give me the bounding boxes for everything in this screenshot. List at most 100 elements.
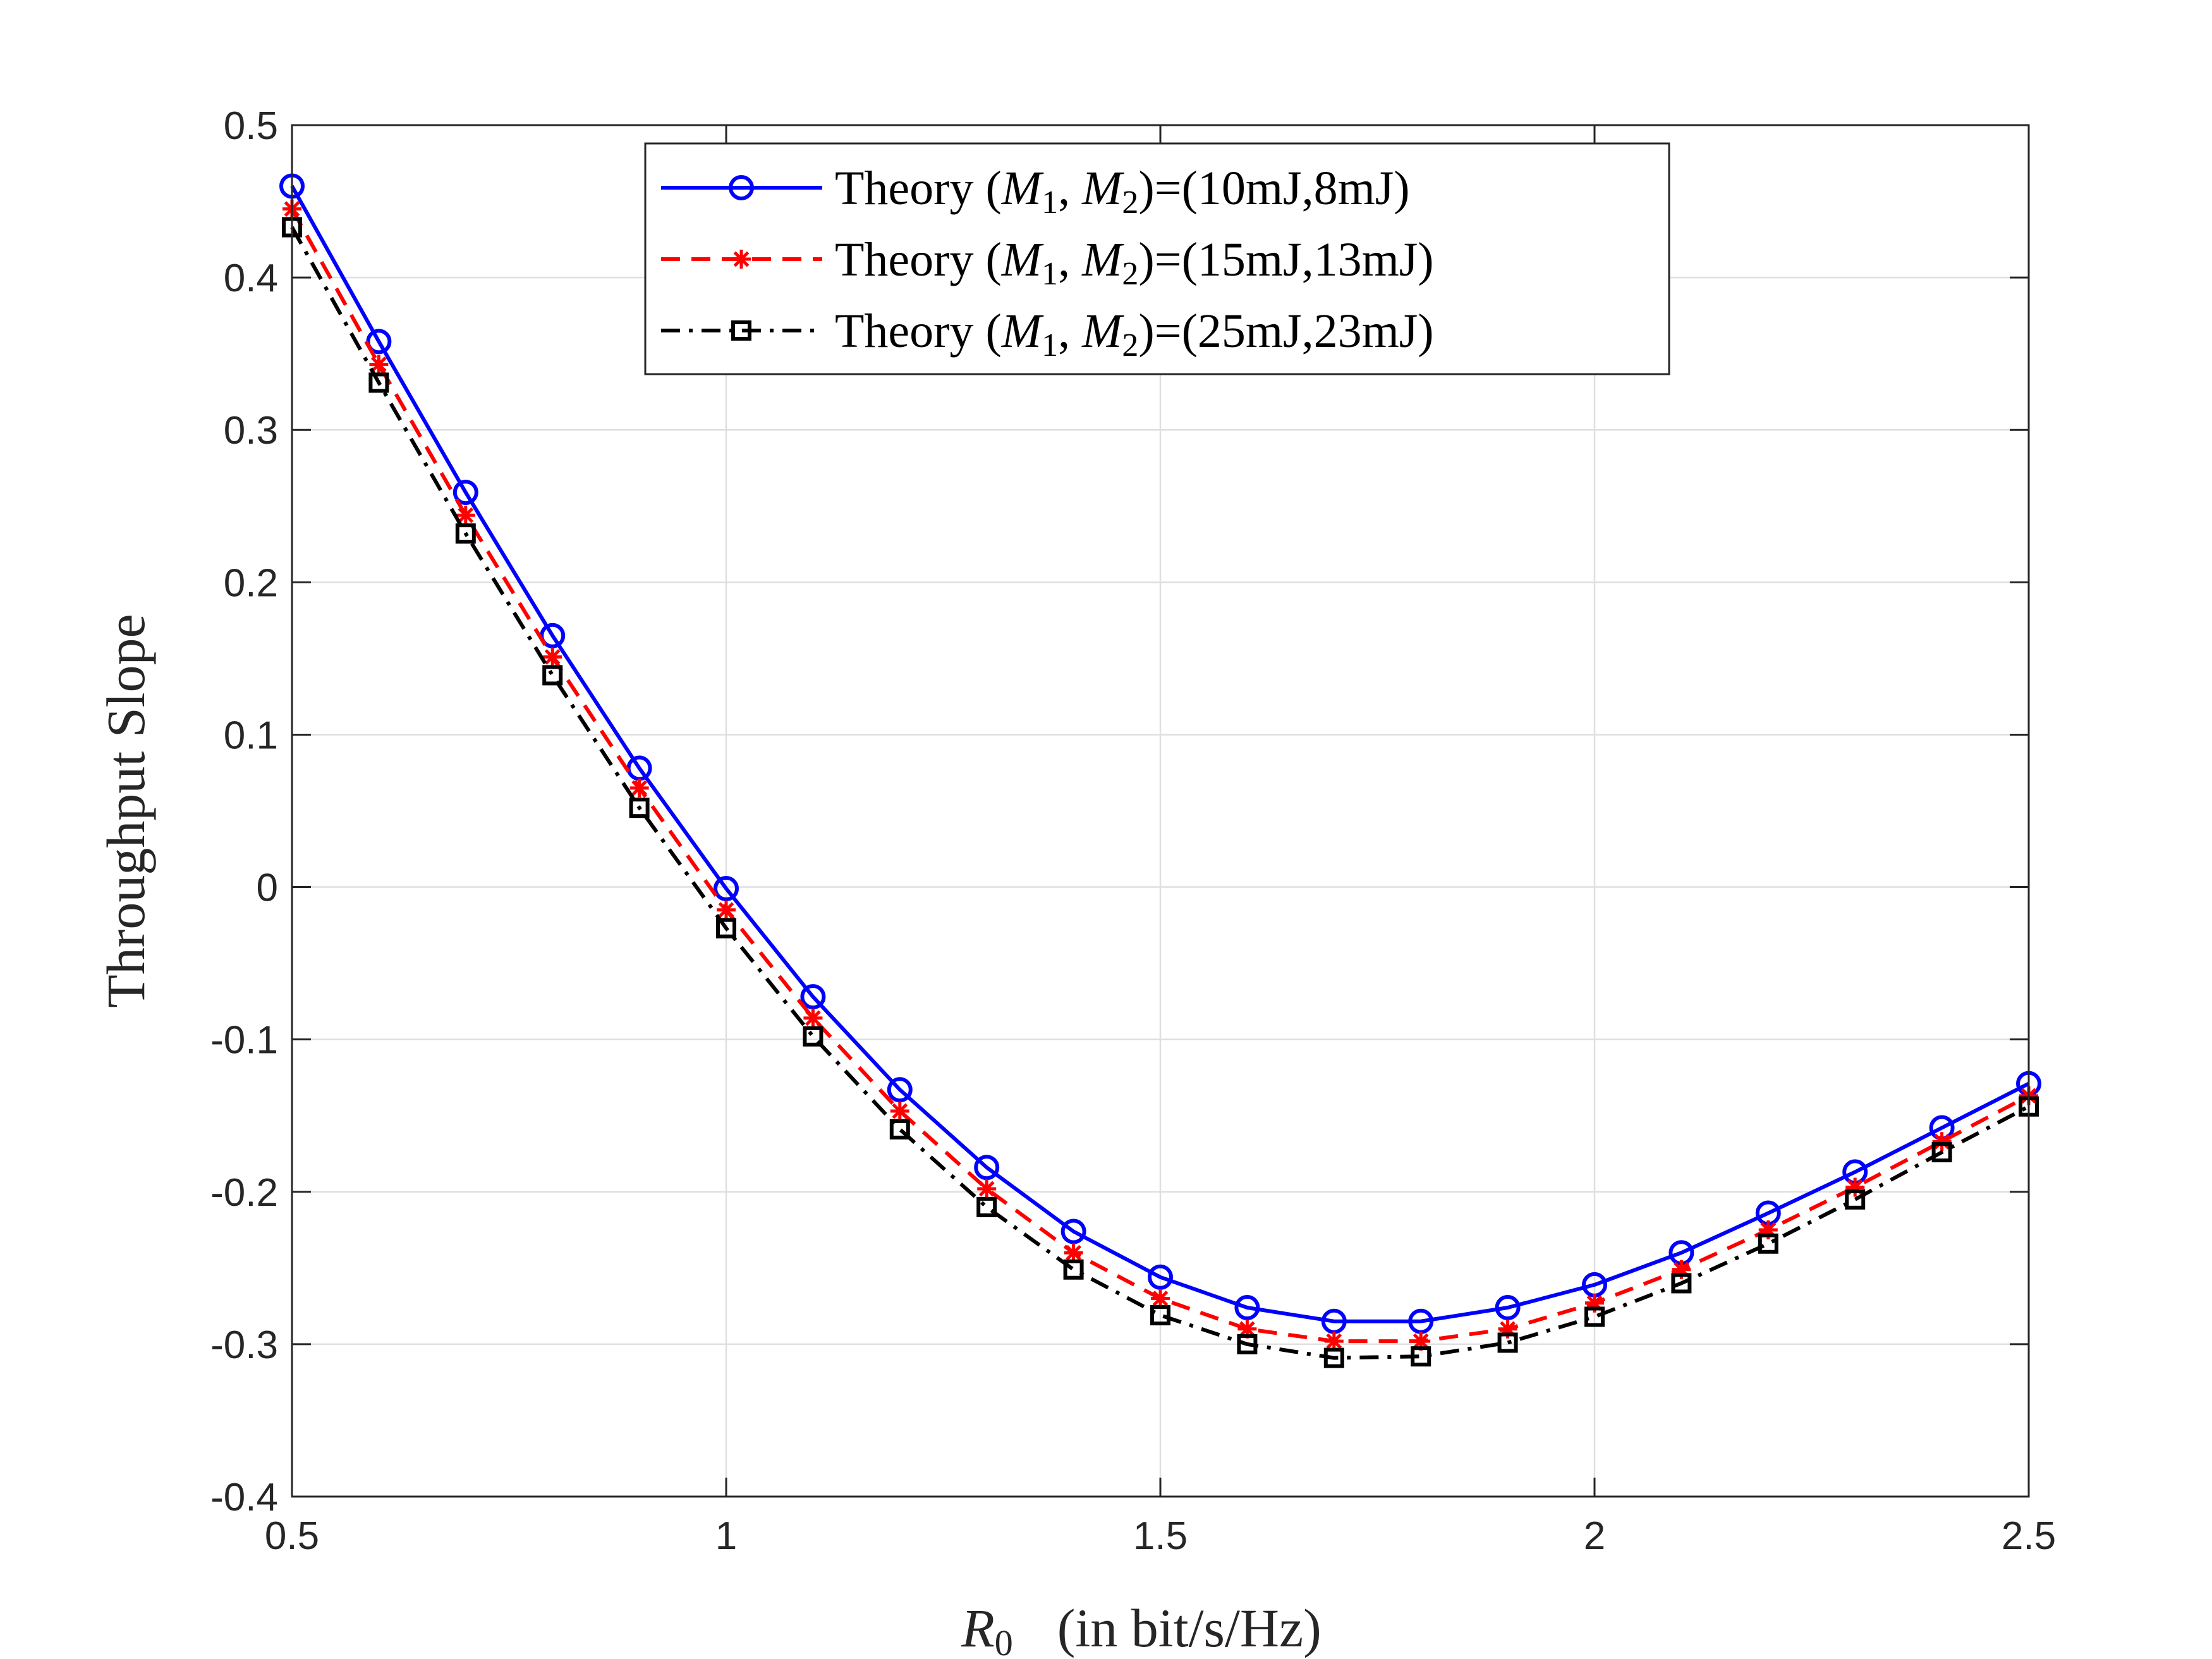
data-point	[1064, 1243, 1083, 1263]
data-point	[542, 665, 563, 686]
y-tick-label: 0	[257, 866, 278, 910]
legend-entry: Theory (M1, M2)=(10mJ,8mJ)	[661, 162, 1410, 221]
y-tick-label: 0.1	[224, 714, 278, 757]
data-point	[803, 1026, 823, 1047]
data-point	[368, 372, 389, 393]
y-tick-label: 0.4	[224, 257, 278, 300]
y-tick-label: 0.3	[224, 409, 278, 453]
x-tick-label: 1	[715, 1514, 737, 1558]
legend-label: Theory (M1, M2)=(10mJ,8mJ)	[835, 162, 1410, 221]
legend-label-part: ,	[1058, 162, 1082, 215]
data-point	[1151, 1289, 1170, 1308]
data-point	[1234, 1295, 1260, 1321]
legend-label-part: ,	[1058, 233, 1082, 286]
data-point	[543, 647, 562, 667]
x-axis-subscript: 0	[995, 1622, 1013, 1659]
data-point	[1932, 1132, 1952, 1152]
data-point	[1497, 1332, 1518, 1353]
data-point	[1237, 1319, 1257, 1339]
legend-label-part: 1	[1042, 185, 1058, 221]
legend-label-part: M	[1081, 233, 1124, 286]
data-point	[369, 355, 389, 374]
data-point	[1584, 1306, 1605, 1327]
legend-label-part: Theory (	[835, 162, 1002, 215]
data-point	[1495, 1295, 1521, 1321]
data-point	[717, 900, 736, 920]
legend-entry: Theory (M1, M2)=(15mJ,13mJ)	[661, 233, 1434, 292]
x-axis-symbol: R	[961, 1598, 995, 1658]
legend-label-part: 1	[1042, 327, 1058, 363]
series-line	[290, 226, 2030, 1360]
data-point	[456, 506, 475, 525]
data-point	[455, 523, 476, 544]
data-point	[1324, 1332, 1344, 1351]
legend-label-part: ,	[1058, 305, 1082, 358]
x-tick-label: 2.5	[2002, 1514, 2056, 1558]
plot-series	[279, 173, 2041, 1368]
data-point	[889, 1119, 910, 1139]
x-tick-label: 2	[1584, 1514, 1605, 1558]
x-axis-title: R0 (in bit/s/Hz)	[961, 1598, 1322, 1659]
y-tick-label: -0.4	[210, 1476, 278, 1519]
legend-label-part: M	[1081, 305, 1124, 358]
y-tick-label: -0.1	[210, 1019, 278, 1062]
data-point	[1931, 1142, 1952, 1163]
data-point	[887, 1077, 913, 1103]
data-point	[540, 623, 566, 648]
data-point	[1063, 1259, 1084, 1280]
legend-marker	[732, 250, 751, 269]
legend-label-part: M	[1001, 305, 1044, 358]
legend-label-part: 2	[1122, 327, 1138, 363]
legend-label-part: )=(10mJ,8mJ)	[1138, 162, 1409, 215]
legend-label-part: )=(25mJ,23mJ)	[1138, 305, 1433, 358]
y-tick-label: 0.2	[224, 561, 278, 605]
series-line	[290, 185, 2030, 1323]
data-point	[716, 918, 736, 939]
legend-marker	[729, 175, 754, 200]
legend-label-part: Theory (	[835, 305, 1002, 358]
data-point	[1237, 1334, 1258, 1354]
data-point	[1060, 1218, 1086, 1244]
data-point	[1758, 1233, 1778, 1254]
data-point	[1411, 1346, 1431, 1367]
data-point	[974, 1155, 1000, 1181]
data-point	[1845, 1189, 1866, 1210]
legend-label-part: M	[1081, 162, 1124, 215]
legend-label-part: 1	[1042, 256, 1058, 292]
legend-label: Theory (M1, M2)=(25mJ,23mJ)	[835, 305, 1434, 363]
y-tick-label: -0.2	[210, 1171, 278, 1215]
data-point	[1148, 1264, 1173, 1290]
y-axis-title: Throughput Slope	[95, 614, 156, 1007]
data-point	[976, 1196, 997, 1217]
y-tick-label: 0.5	[224, 104, 278, 148]
data-point	[453, 480, 478, 506]
legend-entries: Theory (M1, M2)=(10mJ,8mJ)Theory (M1, M2…	[661, 162, 1434, 363]
data-point	[629, 798, 650, 818]
data-point	[803, 1008, 823, 1028]
data-point	[1150, 1305, 1170, 1326]
legend-label-part: )=(15mJ,13mJ)	[1138, 233, 1433, 286]
y-tick-labels: -0.4 -0.3 -0.2 -0.1 0 0.1 0.2 0.3 0.4 0.5	[210, 104, 278, 1519]
data-point	[800, 984, 826, 1010]
x-tick-label: 1.5	[1133, 1514, 1188, 1558]
data-point	[629, 778, 649, 798]
data-point	[1671, 1273, 1692, 1294]
y-tick-label: -0.3	[210, 1323, 278, 1367]
data-point	[1323, 1347, 1344, 1368]
legend-marker	[731, 320, 751, 341]
legend-label-part: Theory (	[835, 233, 1002, 286]
axes-box	[291, 124, 2030, 1498]
data-point	[714, 875, 739, 901]
x-tick-label: 0.5	[265, 1514, 319, 1558]
legend-label: Theory (M1, M2)=(15mJ,13mJ)	[835, 233, 1434, 292]
data-point	[890, 1101, 909, 1121]
legend-label-part: M	[1001, 233, 1044, 286]
legend: Theory (M1, M2)=(10mJ,8mJ)Theory (M1, M2…	[644, 142, 1670, 375]
legend-label-part: 2	[1122, 185, 1138, 221]
legend-entry: Theory (M1, M2)=(25mJ,23mJ)	[661, 305, 1434, 363]
x-axis-unit: (in bit/s/Hz)	[1057, 1598, 1322, 1658]
legend-label-part: 2	[1122, 256, 1138, 292]
data-point	[977, 1179, 997, 1198]
x-tick-labels: 0.5 1 1.5 2 2.5	[265, 1514, 2056, 1558]
